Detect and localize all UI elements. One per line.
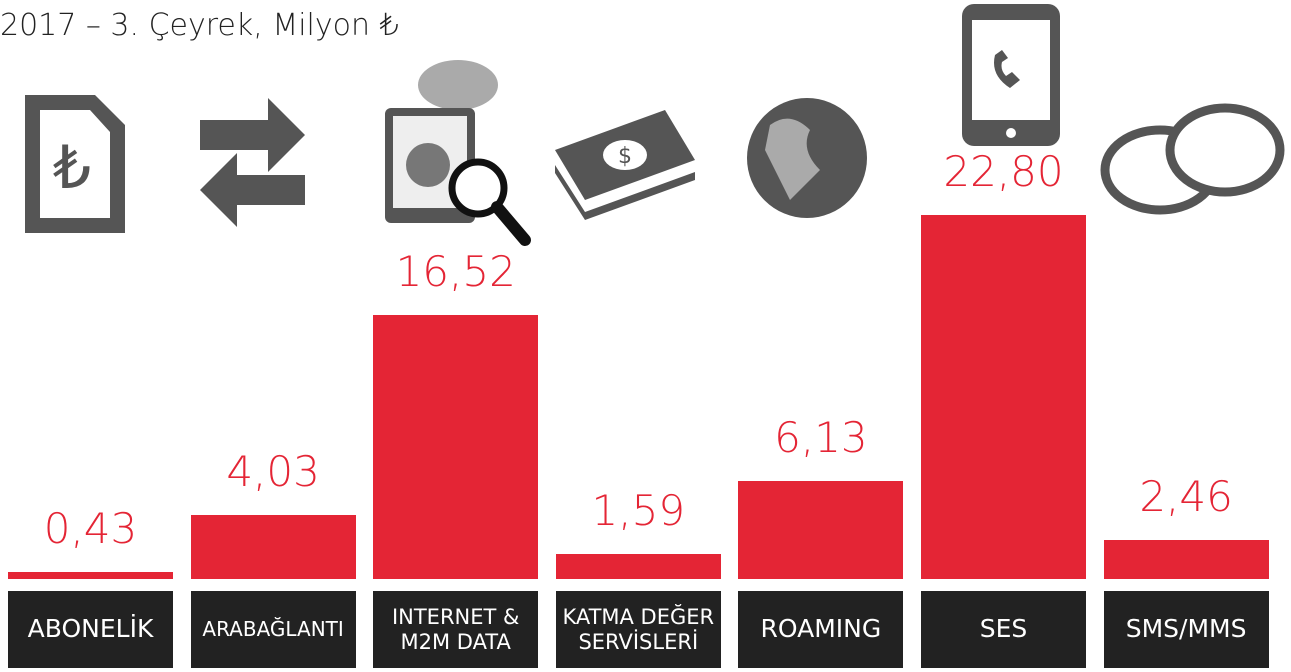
- bar: [1103, 539, 1269, 579]
- value-label: 4,03: [226, 446, 320, 496]
- bar: [921, 214, 1086, 579]
- bar: [373, 315, 539, 579]
- value-label: 16,52: [395, 247, 516, 297]
- value-label: 2,46: [1139, 471, 1233, 521]
- bar: [738, 481, 904, 579]
- icon-tablet: [385, 60, 531, 246]
- category-label: ARABAĞLANTI: [190, 591, 356, 668]
- svg-text:₺: ₺: [53, 133, 91, 203]
- icon-phone: [962, 4, 1060, 146]
- category-label: SES: [921, 591, 1086, 668]
- icon-chat: [1100, 103, 1285, 215]
- bar: [190, 514, 356, 579]
- icon-money: $: [555, 110, 695, 220]
- category-label: INTERNET & M2M DATA: [373, 591, 539, 668]
- bar: [8, 572, 173, 579]
- category-label: ABONELİK: [8, 591, 173, 668]
- category-label: KATMA DEĞER SERVİSLERİ: [555, 591, 721, 668]
- value-label: 1,59: [591, 485, 686, 535]
- icon-arrows: [200, 98, 305, 227]
- svg-text:$: $: [618, 144, 632, 169]
- value-label: 6,13: [774, 413, 868, 463]
- icon-sim: ₺: [25, 95, 125, 233]
- value-label: 0,43: [43, 504, 138, 554]
- category-label: ROAMING: [738, 591, 904, 668]
- category-label: SMS/MMS: [1103, 591, 1269, 668]
- value-label: 22,80: [943, 146, 1064, 196]
- bar: [555, 553, 721, 579]
- icon-globe: [747, 98, 867, 218]
- chart-title: 2017 – 3. Çeyrek, Milyon ₺: [0, 8, 399, 43]
- icons: ₺ $: [25, 4, 1285, 246]
